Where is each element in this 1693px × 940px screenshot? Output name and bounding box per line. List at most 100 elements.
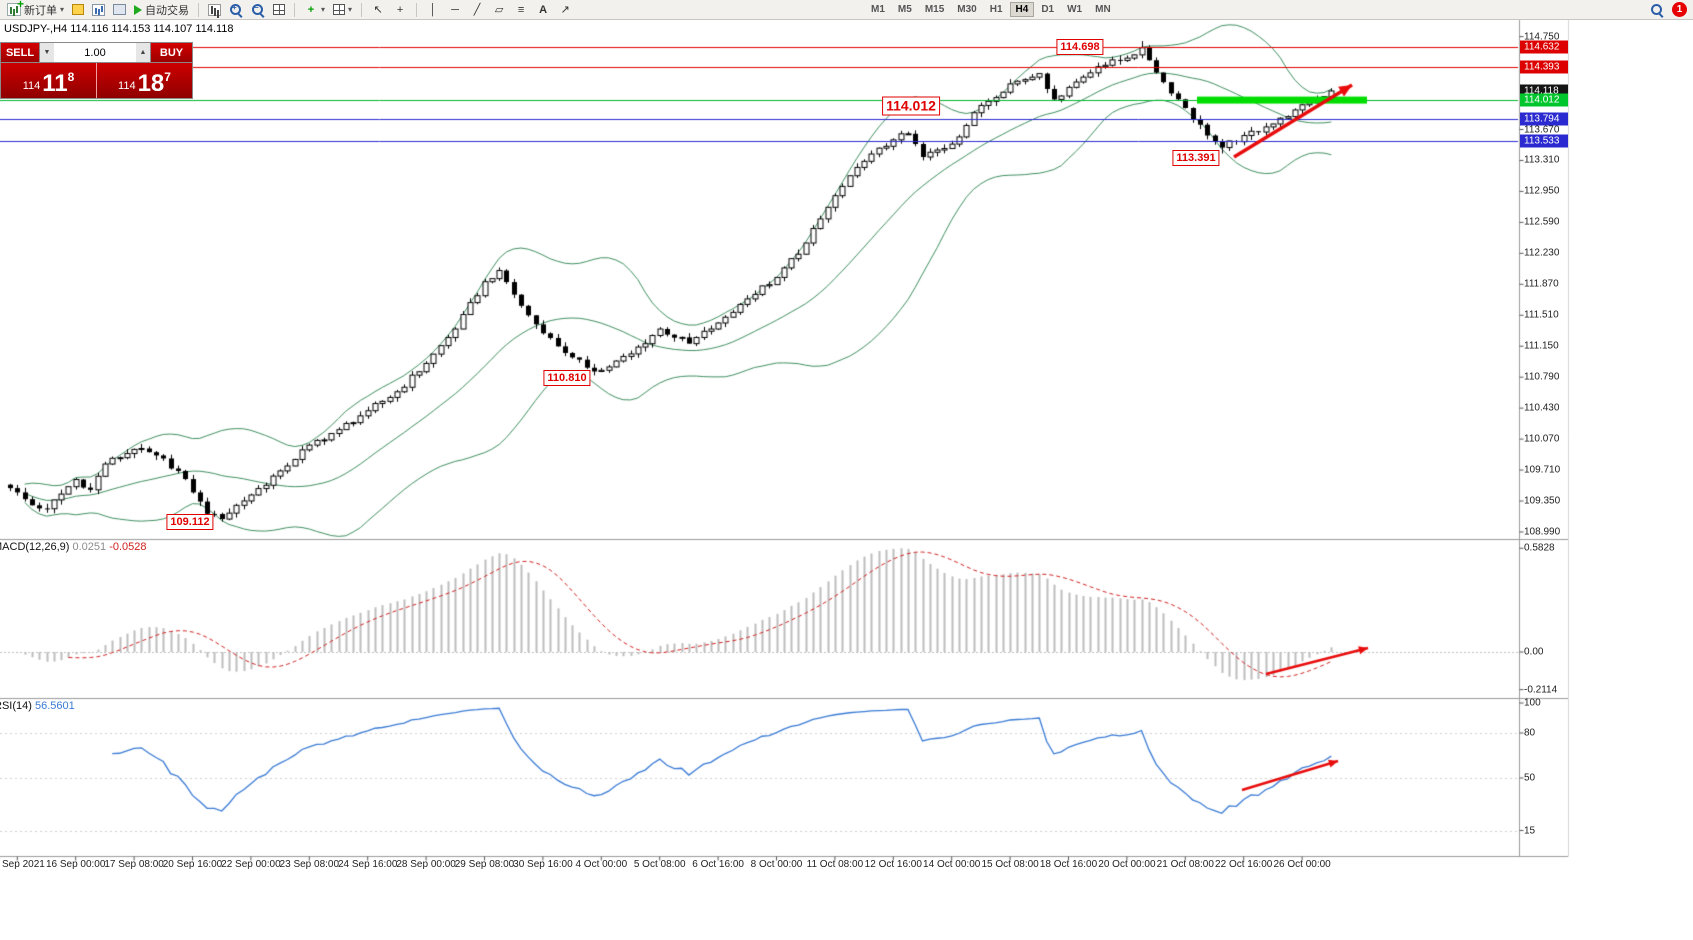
time-axis-label: 22 Oct 16:00 [1215, 859, 1273, 870]
timeframe-m1[interactable]: M1 [871, 4, 885, 15]
bid-price[interactable]: 114 11 8 [1, 63, 97, 98]
ask-integer: 114 [118, 80, 136, 92]
one-click-trading-widget: SELL ▼ ▲ BUY 114 11 8 114 18 7 [0, 42, 193, 99]
new-order-icon [7, 0, 24, 16]
text-tool-icon[interactable]: A [539, 3, 548, 16]
price-axis-label: 113.670 [1524, 124, 1560, 135]
price-badge-113.533: 113.533 [1520, 134, 1568, 148]
volume-control: ▼ ▲ [39, 43, 151, 62]
cursor-icon[interactable]: ↖ [373, 4, 383, 16]
time-axis-label: 28 Sep 00:00 [396, 859, 456, 870]
channel-tool-icon[interactable]: ▱ [494, 4, 504, 16]
new-order-button[interactable]: 新订单 ▾ [4, 0, 67, 18]
trendline-tool-icon[interactable]: ╱ [473, 4, 481, 16]
rsi-axis-label: 100 [1524, 697, 1541, 709]
indicators-button[interactable]: + ▾ [301, 1, 328, 18]
autotrade-label: 自动交易 [145, 4, 190, 17]
price-annotation-109.112[interactable]: 109.112 [166, 514, 214, 530]
toolbar-separator [361, 2, 363, 17]
bid-point: 8 [67, 70, 75, 84]
toolbar-separator [198, 2, 200, 17]
price-annotation-114.698[interactable]: 114.698 [1056, 39, 1104, 55]
search-icon[interactable] [1650, 3, 1664, 17]
rsi-axis-label: 15 [1524, 825, 1536, 836]
price-annotation-110.810[interactable]: 110.810 [543, 370, 591, 386]
price-badge-113.794: 113.794 [1520, 112, 1568, 126]
ask-price[interactable]: 114 18 7 [97, 63, 192, 98]
volume-increase-button[interactable]: ▲ [136, 43, 150, 62]
buy-button[interactable]: BUY [151, 43, 192, 62]
price-annotation-113.391[interactable]: 113.391 [1172, 150, 1220, 166]
time-axis-label: 21 Oct 08:00 [1156, 859, 1214, 870]
macd-axis-label: -0.2114 [1524, 684, 1558, 696]
time-axis-label: 5 Oct 08:00 [633, 859, 686, 870]
toolbar-separator [416, 2, 418, 17]
timeframe-d1[interactable]: D1 [1041, 4, 1055, 15]
arrow-tool-icon[interactable]: ↗ [560, 4, 570, 16]
vertical-line-tool-icon[interactable]: │ [429, 3, 437, 16]
crosshair-icon[interactable]: + [396, 3, 404, 16]
rsi-axis-label: 50 [1524, 772, 1536, 784]
timeframe-toolbar: M1 M5 M15 M30 H1 H4 D1 W1 MN [865, 2, 1117, 17]
notification-badge[interactable]: 1 [1672, 2, 1687, 17]
time-axis-label: 22 Sep 00:00 [221, 859, 281, 870]
time-axis-label: 18 Oct 16:00 [1039, 859, 1098, 870]
zoom-out-icon[interactable]: − [251, 3, 265, 17]
timeframe-h4[interactable]: H4 [1009, 2, 1035, 17]
price-axis-label: 112.590 [1524, 216, 1560, 228]
timeframe-h1[interactable]: H1 [989, 4, 1003, 15]
volume-input[interactable] [54, 43, 136, 62]
macd-axis-label: 0.00 [1524, 646, 1544, 658]
time-axis-label: Sep 2021 [2, 859, 45, 870]
new-order-label: 新订单 [24, 4, 57, 17]
price-axis-label: 109.350 [1524, 495, 1561, 507]
periods-icon [333, 4, 346, 15]
price-axis-label: 113.310 [1524, 154, 1560, 166]
profile-icon[interactable] [72, 4, 85, 15]
time-axis-label: 23 Sep 08:00 [279, 859, 340, 870]
sell-button[interactable]: SELL [1, 43, 39, 62]
price-axis-label: 114.750 [1524, 31, 1560, 43]
time-axis-label: 20 Oct 00:00 [1098, 859, 1156, 870]
zoom-in-icon[interactable]: + [229, 3, 243, 17]
price-axis-label: 111.150 [1524, 340, 1559, 352]
timeframe-m5[interactable]: M5 [897, 4, 912, 15]
time-axis-label: 14 Oct 00:00 [923, 859, 981, 870]
bid-integer: 114 [22, 80, 41, 92]
bar-chart-icon[interactable] [208, 3, 222, 16]
autotrade-button[interactable]: 自动交易 [131, 1, 192, 18]
time-axis-label: 17 Sep 08:00 [104, 859, 164, 870]
price-axis-label: 110.790 [1524, 371, 1560, 383]
rsi-axis-label: 80 [1524, 727, 1536, 739]
timeframe-w1[interactable]: W1 [1067, 4, 1083, 15]
time-axis-label: 16 Sep 00:00 [45, 859, 106, 870]
rsi-indicator-label: RSI(14) 56.5601 [0, 700, 75, 712]
fibonacci-tool-icon[interactable]: ≡ [517, 3, 525, 16]
chevron-down-icon: ▾ [321, 5, 326, 14]
price-badge-114.012: 114.012 [1520, 93, 1568, 107]
macd-indicator-label: MACD(12,26,9) 0.0251 -0.0528 [0, 541, 147, 553]
timeframe-m30[interactable]: M30 [957, 4, 977, 15]
price-badge-114.632: 114.632 [1520, 40, 1568, 54]
volume-decrease-button[interactable]: ▼ [40, 43, 54, 62]
timeframe-mn[interactable]: MN [1095, 4, 1111, 15]
timeframe-m15[interactable]: M15 [924, 4, 945, 15]
time-axis-label: 4 Oct 00:00 [575, 859, 628, 870]
market-watch-icon[interactable] [92, 3, 106, 16]
symbol-ohlc-info: USDJPY-,H4 114.116 114.153 114.107 114.1… [4, 23, 234, 35]
data-window-icon[interactable] [113, 4, 127, 15]
periods-button[interactable]: ▾ [330, 1, 355, 18]
tile-windows-icon[interactable] [273, 4, 286, 15]
horizontal-line-tool-icon[interactable]: ─ [451, 3, 459, 16]
price-annotation-114.012[interactable]: 114.012 [882, 96, 940, 116]
time-axis-label: 8 Oct 00:00 [750, 859, 803, 870]
time-axis-label: 30 Sep 16:00 [513, 859, 573, 870]
price-badge-114.393: 114.393 [1520, 60, 1568, 74]
time-axis-label: 24 Sep 16:00 [337, 859, 398, 870]
time-axis-label: 29 Sep 08:00 [454, 859, 515, 870]
price-axis-label: 109.710 [1524, 464, 1561, 476]
price-axis-label: 112.950 [1524, 185, 1560, 197]
time-axis-label: 12 Oct 16:00 [864, 859, 922, 870]
